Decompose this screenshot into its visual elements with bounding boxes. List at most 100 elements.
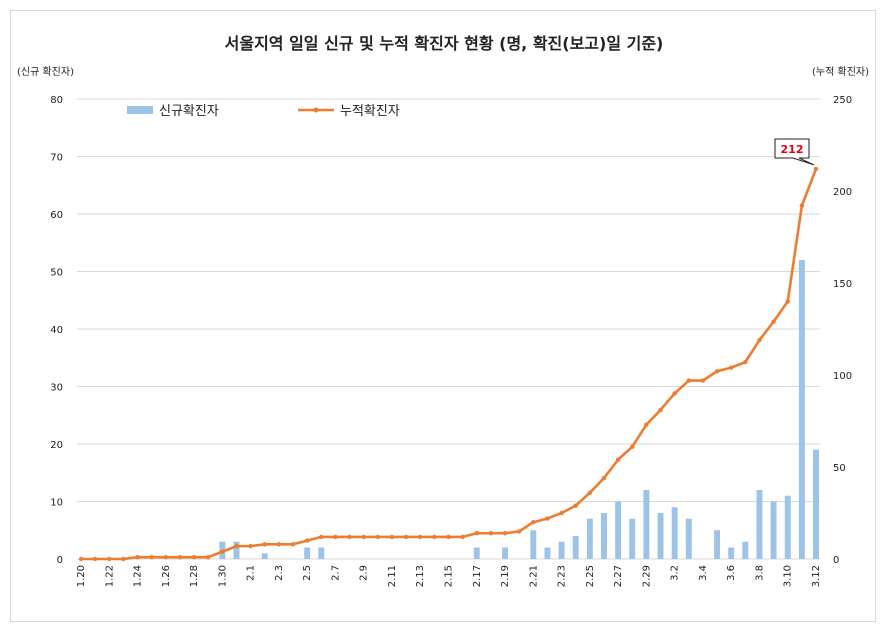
bar bbox=[714, 530, 721, 559]
right-axis-title: (누적 확진자) bbox=[812, 66, 869, 78]
line-point bbox=[191, 554, 197, 560]
bar bbox=[813, 449, 819, 559]
chart-frame: 서울지역 일일 신규 및 누적 확진자 현황 (명, 확진(보고)일 기준) (… bbox=[10, 10, 876, 622]
line-point bbox=[389, 534, 395, 540]
line-point bbox=[375, 534, 381, 540]
line-point bbox=[177, 554, 183, 560]
line-point bbox=[672, 391, 677, 396]
line-point bbox=[771, 319, 776, 324]
bar bbox=[671, 507, 678, 559]
left-tick-label: 0 bbox=[57, 555, 63, 566]
chart-svg: 서울지역 일일 신규 및 누적 확진자 현황 (명, 확진(보고)일 기준) (… bbox=[17, 34, 869, 587]
x-tick-label: 2.13 bbox=[415, 565, 426, 587]
line-point bbox=[573, 503, 578, 508]
line-point bbox=[474, 531, 479, 536]
right-axis-ticks: 0 50 100 150 200 250 bbox=[833, 95, 852, 566]
bar bbox=[473, 547, 480, 559]
legend-line-label: 누적확진자 bbox=[340, 104, 400, 119]
bar bbox=[572, 536, 579, 559]
line-point bbox=[206, 554, 211, 560]
line-point bbox=[516, 529, 522, 534]
right-tick-label: 50 bbox=[833, 463, 846, 474]
bar bbox=[728, 547, 735, 559]
line-point bbox=[531, 520, 536, 525]
line-point bbox=[799, 203, 805, 208]
x-tick-label: 2.17 bbox=[472, 565, 483, 587]
line-point bbox=[304, 538, 310, 543]
x-tick-label: 2.23 bbox=[557, 565, 568, 587]
x-tick-label: 2.9 bbox=[359, 565, 370, 581]
line-point bbox=[460, 534, 465, 540]
line-point bbox=[248, 543, 253, 549]
bar bbox=[530, 530, 537, 559]
x-tick-label: 1.24 bbox=[133, 565, 144, 587]
line-point bbox=[686, 378, 691, 383]
line-point bbox=[319, 534, 324, 540]
bar bbox=[685, 518, 692, 559]
line-point bbox=[728, 365, 734, 370]
callout-box bbox=[774, 138, 815, 166]
line-point bbox=[290, 542, 296, 547]
bar bbox=[261, 553, 268, 559]
x-tick-label: 3.12 bbox=[811, 565, 822, 587]
x-tick-label: 3.6 bbox=[726, 565, 737, 581]
left-tick-label: 30 bbox=[50, 383, 63, 394]
line-point bbox=[361, 534, 366, 540]
right-tick-label: 200 bbox=[833, 187, 852, 198]
line-point bbox=[743, 359, 748, 365]
left-tick-label: 20 bbox=[50, 440, 63, 451]
left-axis-ticks: 0 10 20 30 40 50 60 70 80 bbox=[50, 95, 63, 566]
bar bbox=[798, 260, 805, 559]
line-point bbox=[545, 516, 550, 521]
bar bbox=[742, 541, 749, 559]
x-tick-label: 2.25 bbox=[585, 565, 596, 587]
right-tick-label: 0 bbox=[833, 555, 839, 566]
left-tick-label: 50 bbox=[50, 268, 63, 279]
x-axis-ticks: 1.20 1.22 1.24 1.26 1.28 1.30 2.1 2.3 2.5 2.7 2.9 2… bbox=[76, 565, 822, 587]
line-point bbox=[559, 510, 564, 516]
x-tick-label: 3.10 bbox=[783, 565, 794, 587]
bar bbox=[770, 501, 777, 559]
line-point bbox=[92, 556, 98, 562]
legend: 신규확진자 누적확진자 bbox=[127, 104, 400, 119]
x-tick-label: 2.1 bbox=[246, 565, 257, 581]
line-point bbox=[700, 378, 706, 383]
legend-bar-label: 신규확진자 bbox=[159, 104, 219, 119]
line-series bbox=[78, 166, 819, 562]
x-tick-label: 1.28 bbox=[189, 565, 200, 587]
line-point bbox=[347, 534, 352, 540]
bar bbox=[586, 518, 593, 559]
legend-bar-swatch bbox=[127, 106, 153, 114]
x-tick-label: 2.3 bbox=[274, 565, 285, 581]
line-point bbox=[121, 556, 126, 562]
value-callout: 212 bbox=[774, 138, 815, 166]
line-point bbox=[601, 475, 607, 481]
x-tick-label: 2.19 bbox=[500, 565, 511, 587]
line-point bbox=[813, 166, 819, 172]
bar bbox=[318, 547, 325, 559]
bar bbox=[629, 518, 636, 559]
bar bbox=[601, 513, 607, 559]
bar bbox=[558, 541, 565, 559]
line-point bbox=[615, 457, 621, 462]
cumulative-line bbox=[81, 168, 818, 561]
x-tick-label: 2.5 bbox=[302, 565, 313, 581]
left-tick-label: 40 bbox=[50, 325, 63, 336]
right-tick-label: 150 bbox=[833, 279, 852, 290]
line-point bbox=[403, 534, 409, 540]
bar bbox=[756, 490, 763, 559]
right-tick-label: 250 bbox=[833, 95, 852, 106]
line-point bbox=[630, 444, 635, 449]
legend-line-marker bbox=[313, 107, 319, 113]
bar bbox=[615, 501, 622, 559]
left-tick-label: 10 bbox=[50, 498, 63, 509]
line-point bbox=[262, 542, 267, 547]
chart-title: 서울지역 일일 신규 및 누적 확진자 현황 (명, 확진(보고)일 기준) bbox=[225, 34, 664, 53]
x-tick-label: 3.2 bbox=[670, 565, 681, 581]
line-point bbox=[149, 554, 154, 560]
x-tick-label: 2.27 bbox=[613, 565, 624, 587]
left-tick-label: 70 bbox=[50, 153, 63, 164]
line-point bbox=[234, 543, 239, 549]
x-tick-label: 3.8 bbox=[754, 565, 765, 581]
bar bbox=[502, 547, 509, 559]
